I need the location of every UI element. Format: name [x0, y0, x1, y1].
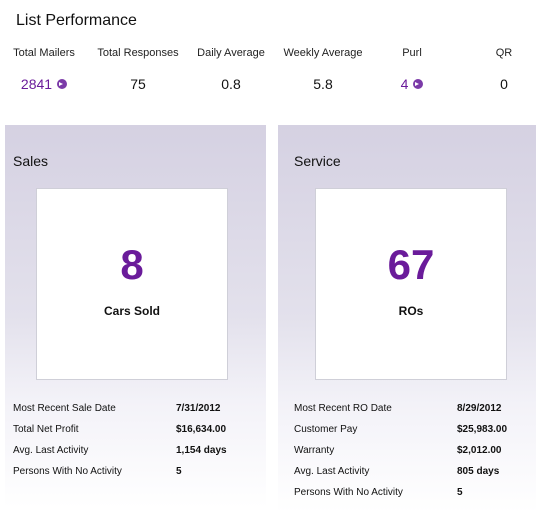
detail-row: Persons With No Activity 5 — [13, 466, 260, 487]
detail-value: $25,983.00 — [457, 424, 508, 435]
service-panel: Service 67 ROs Most Recent RO Date 8/29/… — [278, 125, 536, 513]
cars-sold-count: 8 — [120, 241, 144, 288]
detail-row: Most Recent RO Date 8/29/2012 — [294, 403, 530, 424]
stat-label: Total Mailers — [13, 47, 75, 59]
detail-value: 8/29/2012 — [457, 403, 502, 414]
stat-value: 5.8 — [313, 76, 333, 92]
stat-weekly-average: Weekly Average 5.8 — [278, 47, 368, 92]
detail-row: Total Net Profit $16,634.00 — [13, 424, 260, 445]
detail-value: $16,634.00 — [176, 424, 227, 435]
ros-box: 67 ROs — [315, 188, 507, 380]
stat-label: QR — [495, 47, 513, 59]
stat-label: Purl — [402, 47, 422, 59]
detail-value: $2,012.00 — [457, 445, 502, 456]
detail-value: 805 days — [457, 466, 500, 477]
total-mailers-link[interactable]: 2841 — [4, 76, 84, 92]
cars-sold-caption: Cars Sold — [103, 304, 160, 318]
detail-label: Most Recent Sale Date — [13, 403, 116, 414]
detail-label: Avg. Last Activity — [13, 445, 89, 456]
panel-title: Sales — [13, 153, 49, 169]
sales-details: Most Recent Sale Date 7/31/2012 Total Ne… — [13, 403, 260, 487]
stat-label: Total Responses — [97, 47, 179, 59]
cars-sold-box: 8 Cars Sold — [36, 188, 228, 380]
detail-label: Persons With No Activity — [294, 487, 403, 498]
detail-row: Avg. Last Activity 1,154 days — [13, 445, 260, 466]
detail-row: Warranty $2,012.00 — [294, 445, 530, 466]
detail-row: Customer Pay $25,983.00 — [294, 424, 530, 445]
detail-value: 5 — [457, 487, 463, 498]
stat-label: Daily Average — [197, 47, 265, 59]
stat-value[interactable]: 4 — [400, 76, 409, 92]
stat-total-mailers: Total Mailers 2841 — [4, 47, 84, 92]
detail-row: Persons With No Activity 5 — [294, 487, 530, 508]
service-details: Most Recent RO Date 8/29/2012 Customer P… — [294, 403, 530, 508]
detail-value: 5 — [176, 466, 182, 477]
stat-daily-average: Daily Average 0.8 — [190, 47, 272, 92]
detail-row: Most Recent Sale Date 7/31/2012 — [13, 403, 260, 424]
purl-link[interactable]: 4 — [382, 76, 442, 92]
detail-label: Total Net Profit — [13, 424, 79, 435]
stat-purl: Purl 4 — [382, 47, 442, 92]
stat-value: 0.8 — [221, 76, 241, 92]
stat-value: 0 — [500, 76, 508, 92]
arrow-circle-icon[interactable] — [413, 79, 424, 89]
detail-label: Customer Pay — [294, 424, 358, 435]
stats-bar: Total Mailers 2841 Total Responses 75 Da… — [0, 47, 538, 107]
detail-row: Avg. Last Activity 805 days — [294, 466, 530, 487]
ros-caption: ROs — [398, 304, 424, 318]
arrow-circle-icon[interactable] — [57, 79, 68, 89]
stat-value: 75 — [130, 76, 146, 92]
detail-label: Warranty — [294, 445, 335, 456]
detail-label: Persons With No Activity — [13, 466, 122, 477]
page-title: List Performance — [16, 12, 137, 29]
stat-qr: QR 0 — [480, 47, 528, 92]
detail-value: 7/31/2012 — [176, 403, 221, 414]
panel-title: Service — [294, 153, 341, 169]
stat-total-responses: Total Responses 75 — [92, 47, 184, 92]
stat-label: Weekly Average — [283, 47, 363, 59]
detail-label: Most Recent RO Date — [294, 403, 392, 414]
stat-value[interactable]: 2841 — [20, 76, 53, 92]
detail-label: Avg. Last Activity — [294, 466, 370, 477]
detail-value: 1,154 days — [176, 445, 227, 456]
ros-count: 67 — [387, 241, 435, 288]
sales-panel: Sales 8 Cars Sold Most Recent Sale Date … — [5, 125, 266, 508]
